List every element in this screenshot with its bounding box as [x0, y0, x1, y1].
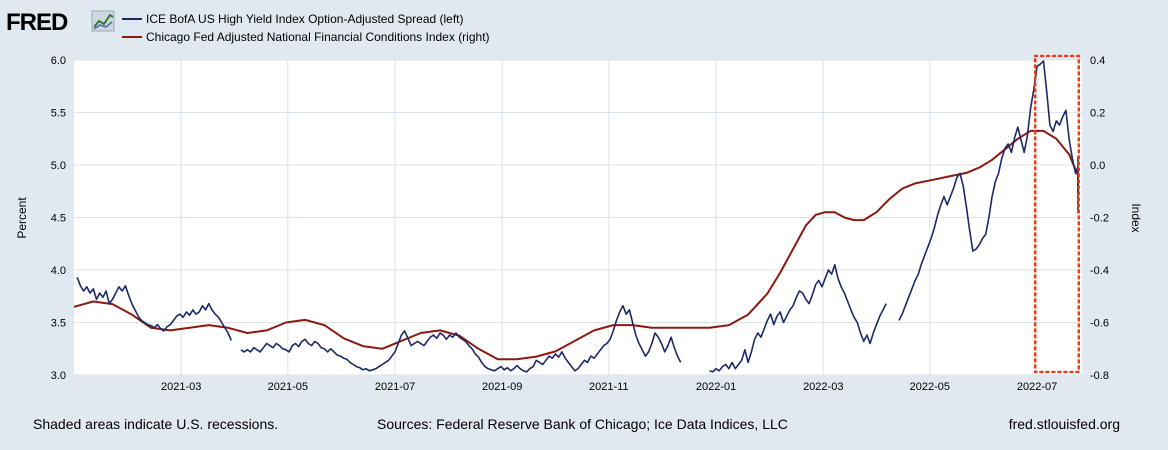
- x-tick-label: 2022-01: [696, 381, 736, 393]
- fred-logo[interactable]: FRED: [6, 9, 115, 36]
- right-tick-label: -0.2: [1090, 213, 1109, 225]
- hy-spread-line: [709, 264, 887, 373]
- right-axis-ticks: -0.8 -0.6 -0.4 -0.2 0.0 0.2 0.4: [1090, 55, 1109, 382]
- left-tick-label: 5.5: [51, 108, 66, 120]
- x-tick-label: 2021-07: [375, 381, 415, 393]
- right-tick-label: 0.4: [1090, 55, 1105, 67]
- hy-spread-line: [240, 304, 682, 373]
- legend-label-spread: ICE BofA US High Yield Index Option-Adju…: [146, 12, 464, 26]
- recessions-note: Shaded areas indicate U.S. recessions.: [33, 416, 278, 432]
- x-tick-label: 2021-03: [161, 381, 201, 393]
- right-tick-label: -0.6: [1090, 318, 1109, 330]
- x-tick-label: 2021-09: [482, 381, 522, 393]
- x-tick-label: 2022-07: [1017, 381, 1057, 393]
- left-axis-title: Percent: [15, 197, 29, 239]
- left-tick-label: 3.5: [51, 318, 66, 330]
- legend: ICE BofA US High Yield Index Option-Adju…: [122, 12, 490, 44]
- right-tick-label: -0.8: [1090, 370, 1109, 382]
- x-tick-label: 2022-05: [910, 381, 950, 393]
- sources-note: Sources: Federal Reserve Bank of Chicago…: [377, 416, 788, 432]
- right-axis-title: Index: [1129, 203, 1143, 232]
- legend-item-nfci[interactable]: Chicago Fed Adjusted National Financial …: [122, 30, 490, 44]
- left-axis-ticks: 3.0 3.5 4.0 4.5 5.0 5.5 6.0: [51, 55, 66, 382]
- left-tick-label: 4.5: [51, 213, 66, 225]
- fred-logo-text: FRED: [6, 9, 68, 36]
- right-tick-label: -0.4: [1090, 265, 1109, 277]
- x-axis-ticks: 2021-03 2021-05 2021-07 2021-09 2021-11 2022-…: [161, 381, 1057, 393]
- hy-spread-line: [76, 277, 233, 341]
- fred-graph-icon: [91, 10, 115, 32]
- x-tick-label: 2021-05: [268, 381, 308, 393]
- left-tick-label: 3.0: [51, 370, 66, 382]
- x-tick-label: 2022-03: [803, 381, 843, 393]
- left-tick-label: 6.0: [51, 55, 66, 67]
- hy-spread-line: [898, 60, 1079, 321]
- legend-item-spread[interactable]: ICE BofA US High Yield Index Option-Adju…: [122, 12, 464, 26]
- x-tick-label: 2021-11: [589, 381, 629, 393]
- right-tick-label: 0.0: [1090, 160, 1105, 172]
- legend-label-nfci: Chicago Fed Adjusted National Financial …: [146, 30, 490, 44]
- site-link[interactable]: fred.stlouisfed.org: [1009, 416, 1120, 432]
- left-tick-label: 4.0: [51, 265, 66, 277]
- gridlines: [74, 59, 1082, 376]
- left-tick-label: 5.0: [51, 160, 66, 172]
- series-lines: [73, 60, 1079, 373]
- right-tick-label: 0.2: [1090, 108, 1105, 120]
